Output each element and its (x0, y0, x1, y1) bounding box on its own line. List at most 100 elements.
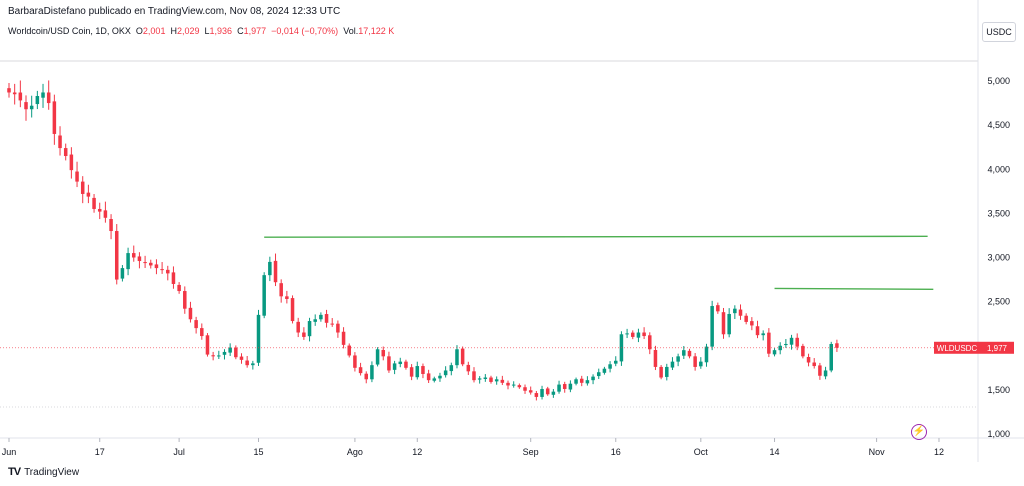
candle-down (562, 384, 567, 389)
candle-down (364, 373, 369, 380)
candle-up (370, 365, 374, 380)
x-tick-label: 16 (611, 447, 621, 457)
price-tag-symbol-bg (934, 341, 980, 354)
candle-up (602, 368, 607, 373)
candle-down (506, 382, 510, 386)
candle-down (818, 365, 822, 376)
candle-up (551, 391, 556, 395)
candle-up (574, 379, 578, 384)
trend-lines[interactable] (264, 235, 934, 290)
x-tick-label: 15 (253, 447, 263, 457)
candle-down (687, 350, 692, 357)
candle-up (665, 366, 669, 377)
candle-up (35, 96, 40, 105)
candle-down (103, 210, 108, 218)
y-tick-label: 1,500 (987, 385, 1010, 395)
candle-up (449, 365, 454, 372)
candle-up (676, 356, 680, 362)
candle-down (194, 320, 198, 329)
currency-button[interactable]: USDC (982, 22, 1016, 42)
candle-down (387, 356, 391, 371)
candle-down (177, 284, 181, 292)
candle-up (568, 383, 573, 390)
legend-close-value: 1,977 (243, 26, 267, 36)
candle-up (699, 361, 703, 367)
candle-down (7, 88, 11, 93)
candle-up (222, 351, 227, 355)
candle-up (733, 308, 737, 314)
x-tick-label: 17 (95, 447, 105, 457)
candle-down (812, 362, 816, 367)
candle-up (415, 366, 420, 378)
candle-down (46, 92, 51, 104)
candle-down (353, 355, 357, 368)
legend-volume-value: 17,122 K (358, 26, 395, 36)
footer-brand: TradingView (24, 466, 80, 478)
resistance-trend-line[interactable] (264, 235, 928, 238)
candle-down (421, 366, 425, 374)
candle-up (375, 349, 380, 365)
candle-up (494, 379, 499, 382)
candle-down (131, 253, 136, 258)
candle-down (149, 262, 153, 266)
candle-down (58, 135, 62, 149)
candle-up (455, 349, 459, 366)
candle-down (200, 328, 204, 337)
candle-down (24, 102, 28, 110)
candle-down (806, 357, 811, 363)
x-tick-label: Sep (523, 447, 539, 457)
candle-down (528, 390, 533, 393)
candle-down (716, 305, 720, 312)
candle-up (319, 314, 323, 320)
candle-up (307, 321, 312, 337)
candle-up (443, 370, 448, 376)
tradingview-logo-icon: TV (8, 466, 21, 478)
ohlc-legend[interactable]: Worldcoin/USD Coin, 1D, OKX O2,001 H2,02… (8, 26, 394, 36)
y-tick-label: 3,500 (987, 208, 1010, 218)
candle-up (727, 313, 731, 335)
candle-down (517, 385, 522, 388)
candle-up (625, 333, 629, 335)
candle-down (336, 323, 340, 333)
price-tag-symbol: WLDUSDC (937, 344, 978, 353)
candle-up (761, 333, 765, 336)
legend-high-label: H (170, 26, 177, 36)
candle-up (591, 376, 595, 381)
candle-up (256, 314, 261, 363)
legend-high-value: 2,029 (176, 26, 200, 36)
lightning-icon[interactable]: ⚡ (911, 424, 927, 440)
resistance-trend-line[interactable] (774, 287, 934, 290)
candle-down (545, 388, 550, 395)
candle-up (262, 275, 266, 316)
price-tag-value: 1,977 (987, 344, 1008, 353)
candle-down (273, 260, 278, 283)
price-tag: WLDUSDC 1,977 (934, 341, 1014, 354)
candle-down (642, 332, 646, 337)
candle-up (41, 92, 45, 98)
candle-up (772, 350, 777, 355)
legend-volume-label: Vol. (343, 26, 359, 36)
candle-down (143, 262, 147, 264)
legend-open-label: O (135, 26, 143, 36)
candle-down (86, 192, 91, 197)
candle-up (829, 343, 833, 371)
candle-down (659, 366, 663, 378)
legend-low-value: 1,936 (209, 26, 233, 36)
candle-up (268, 261, 272, 276)
y-axis-ticks: 5,0004,5004,0003,5003,0002,5002,0001,500… (987, 76, 1010, 439)
candle-up (251, 363, 255, 366)
candle-down (154, 264, 159, 269)
candle-up (613, 360, 618, 364)
x-tick-label: Oct (694, 447, 709, 457)
candle-down (92, 197, 96, 209)
candle-up (228, 347, 232, 353)
candle-up (120, 268, 125, 279)
y-tick-label: 2,500 (987, 297, 1010, 307)
publisher-line: BarbaraDistefano publicado en TradingVie… (8, 6, 341, 17)
candle-down (234, 347, 238, 358)
candle-up (682, 350, 686, 356)
candle-down (466, 364, 471, 372)
candle-down (460, 348, 465, 365)
candle-down (404, 361, 408, 368)
